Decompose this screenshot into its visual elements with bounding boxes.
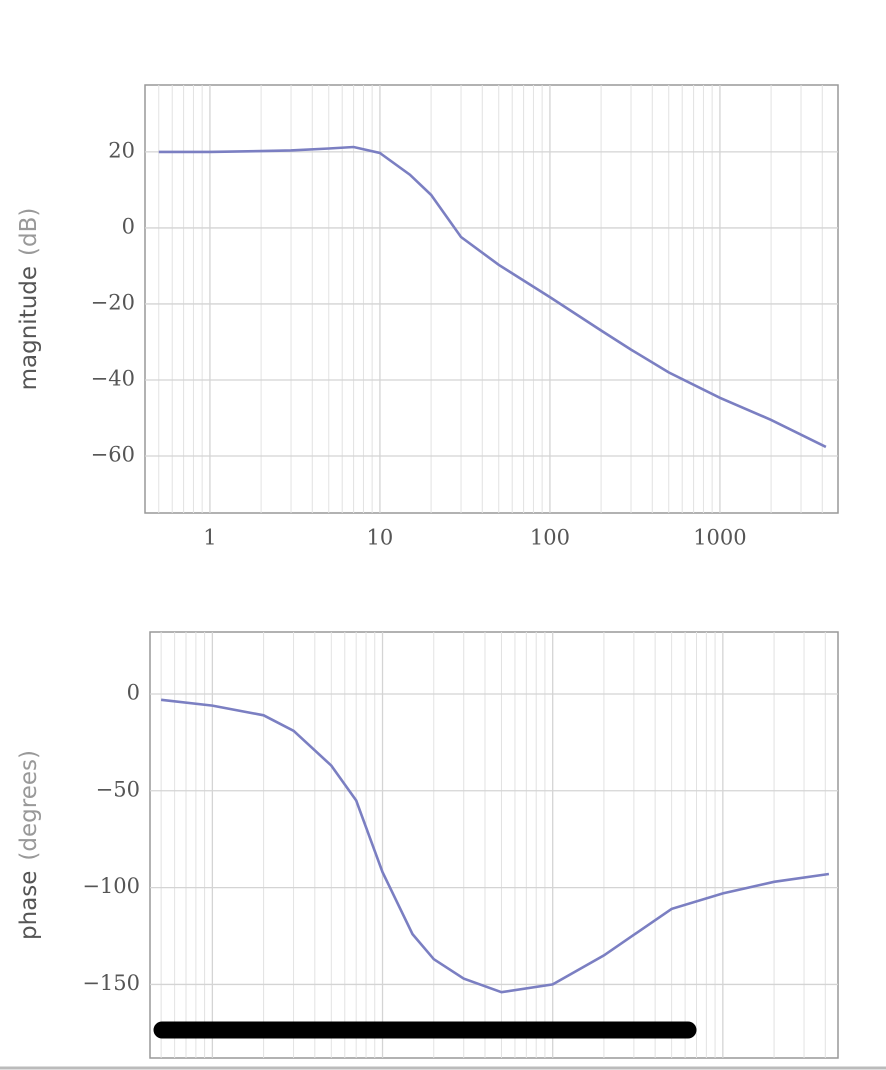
plot-frame bbox=[149, 631, 839, 1059]
y-tick-label: 0 bbox=[122, 214, 135, 238]
y-axis-units: (degrees) bbox=[16, 750, 42, 861]
y-tick-label: 0 bbox=[127, 680, 140, 704]
x-tick-label: 1 bbox=[203, 526, 216, 550]
y-tick-label: −100 bbox=[82, 874, 140, 898]
y-tick-label: −40 bbox=[91, 366, 135, 390]
y-axis-title: phase bbox=[16, 871, 42, 940]
y-axis-label: phase (degrees) bbox=[16, 750, 42, 940]
y-axis-units: (dB) bbox=[16, 208, 42, 256]
x-tick-label: 100 bbox=[530, 526, 570, 550]
y-axis-label: magnitude (dB) bbox=[16, 208, 42, 391]
x-tick-label: 1000 bbox=[693, 526, 746, 550]
plot-frame bbox=[144, 84, 839, 514]
x-tick-label: 10 bbox=[367, 526, 394, 550]
curve bbox=[158, 145, 827, 449]
y-tick-label: −20 bbox=[91, 290, 135, 314]
curve bbox=[160, 698, 830, 994]
y-tick-label: −60 bbox=[91, 442, 135, 466]
y-tick-label: −150 bbox=[82, 971, 140, 995]
y-tick-label: 20 bbox=[108, 138, 135, 162]
y-tick-label: −50 bbox=[96, 777, 140, 801]
y-axis-title: magnitude bbox=[16, 266, 42, 390]
